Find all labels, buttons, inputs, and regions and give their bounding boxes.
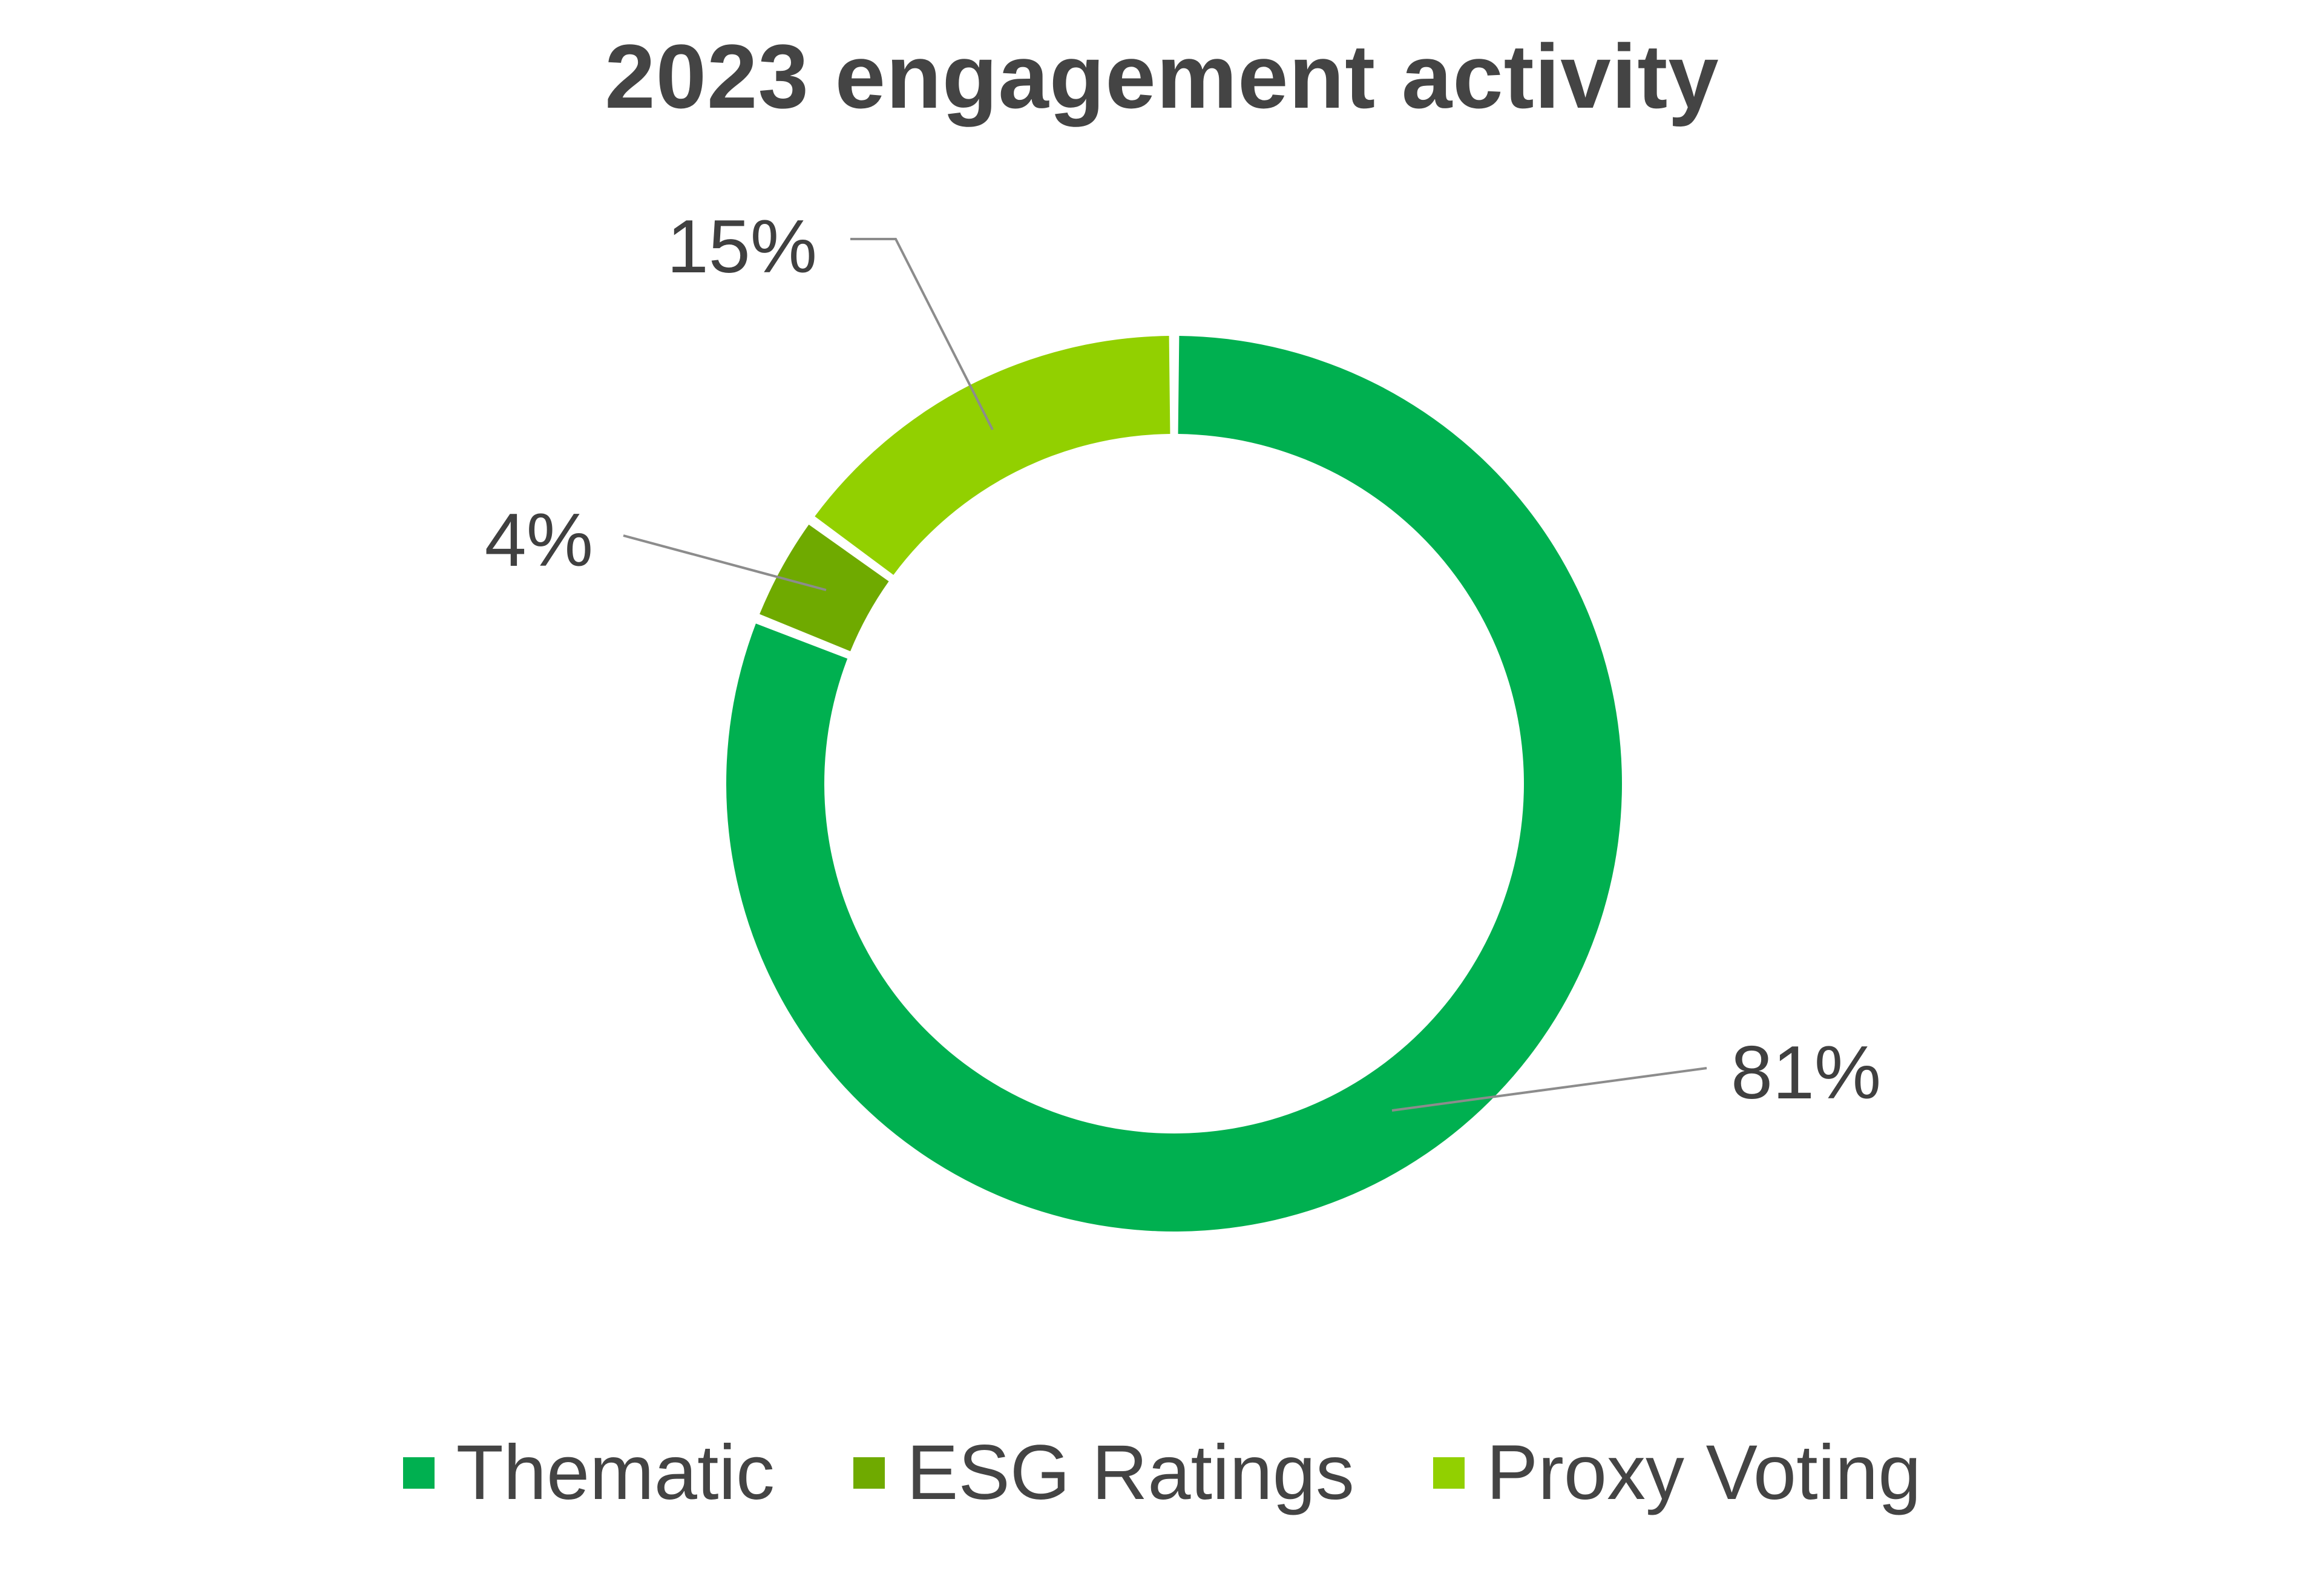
data-label-thematic: 81%	[1731, 1031, 1881, 1115]
leader-line-thematic	[1391, 1067, 1707, 1112]
leader-line-proxy-voting	[850, 238, 994, 430]
legend: Thematic ESG Ratings Proxy Voting	[0, 1428, 2324, 1517]
data-labels: 81% 4% 15%	[485, 205, 1881, 1115]
leader-lines	[623, 238, 1707, 1112]
leader-line-esg-ratings	[623, 534, 827, 591]
legend-item-proxy-voting: Proxy Voting	[1433, 1428, 1922, 1517]
slice-esg-ratings	[760, 524, 889, 652]
legend-swatch-esg-ratings	[853, 1457, 885, 1489]
slice-proxy-voting	[815, 336, 1170, 575]
legend-item-esg-ratings: ESG Ratings	[853, 1428, 1354, 1517]
data-label-esg-ratings: 4%	[485, 499, 593, 582]
legend-label-esg-ratings: ESG Ratings	[906, 1429, 1354, 1516]
legend-label-proxy-voting: Proxy Voting	[1486, 1429, 1922, 1516]
legend-swatch-thematic	[402, 1457, 435, 1489]
donut-slices	[726, 336, 1623, 1232]
data-label-proxy-voting: 15%	[667, 205, 817, 289]
legend-item-thematic: Thematic	[402, 1428, 775, 1517]
legend-label-thematic: Thematic	[456, 1429, 775, 1516]
chart-title: 2023 engagement activity	[605, 25, 1719, 127]
legend-swatch-proxy-voting	[1433, 1457, 1465, 1489]
